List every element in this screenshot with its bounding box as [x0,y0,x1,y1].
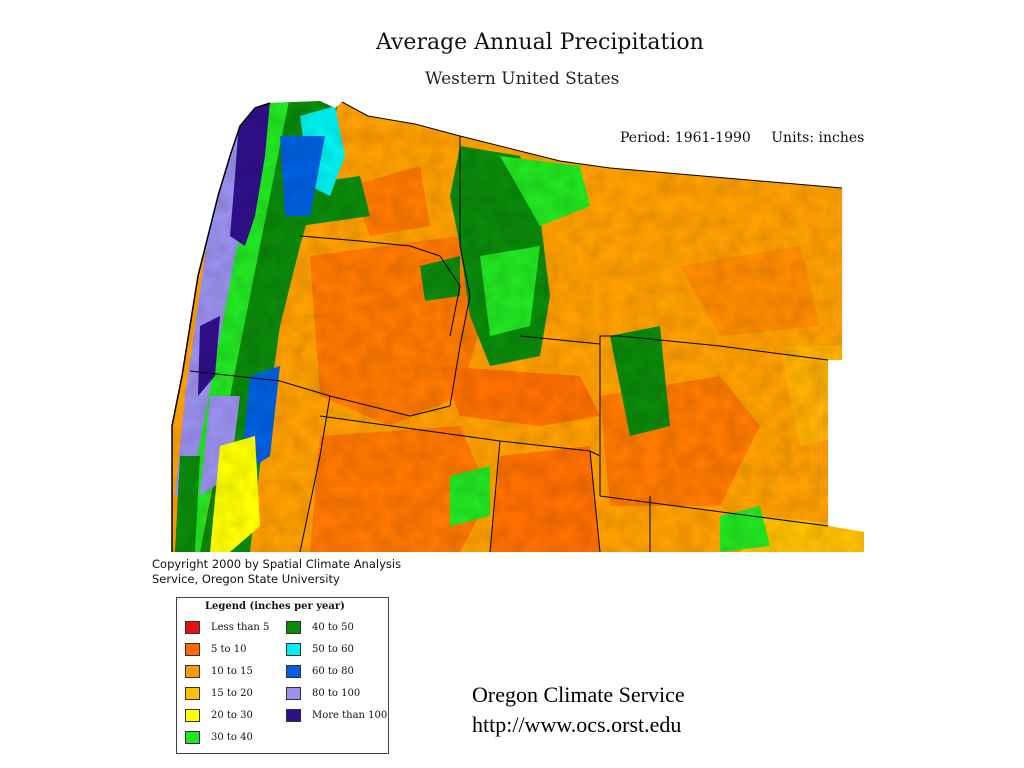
legend-item: More than 100 [286,709,387,722]
legend-label: 40 to 50 [312,622,354,633]
copyright-line-1: Copyright 2000 by Spatial Climate Analys… [152,557,402,571]
legend-label: 80 to 100 [312,688,361,699]
period-label: Period: 1961-1990 [620,130,751,146]
legend-label: 60 to 80 [312,666,354,677]
legend-label: 30 to 40 [211,732,253,743]
legend-swatch [185,687,200,700]
map-subtitle: Western United States [425,69,620,89]
precipitation-map [171,101,864,552]
credit-name: Oregon Climate Service [472,682,685,707]
legend-item: 5 to 10 [185,643,246,656]
copyright-line-2: Service, Oregon State University [152,572,340,586]
legend-item: Less than 5 [185,621,269,634]
coastline [171,102,271,552]
precipitation-zones [172,101,864,552]
legend-label: 20 to 30 [211,710,253,721]
legend-item: 15 to 20 [185,687,253,700]
legend-swatch [185,731,200,744]
legend-swatch [286,643,301,656]
period-units-label: Period: 1961-1990 Units: inches [620,130,864,146]
legend-swatch [185,643,200,656]
legend-item: 60 to 80 [286,665,354,678]
legend-label: More than 100 [312,710,388,721]
legend-item: 80 to 100 [286,687,360,700]
legend-label: Less than 5 [211,622,270,633]
legend-swatch [185,621,200,634]
copyright-notice: Copyright 2000 by Spatial Climate Analys… [152,557,401,587]
legend-label: 15 to 20 [211,688,253,699]
legend: Legend (inches per year) Less than 5 5 to… [176,597,389,754]
legend-label: 50 to 60 [312,644,354,655]
legend-swatch [286,665,301,678]
legend-label: 5 to 10 [211,644,247,655]
legend-swatch [185,709,200,722]
legend-item: 20 to 30 [185,709,253,722]
legend-item: 40 to 50 [286,621,354,634]
legend-item: 50 to 60 [286,643,354,656]
legend-item: 30 to 40 [185,731,253,744]
legend-label: 10 to 15 [211,666,253,677]
units-label: Units: inches [771,130,865,146]
legend-item: 10 to 15 [185,665,253,678]
legend-swatch [185,665,200,678]
legend-swatch [286,687,301,700]
legend-swatch [286,621,301,634]
state-borders [189,136,829,552]
legend-swatch [286,709,301,722]
credit-url[interactable]: http://www.ocs.orst.edu [472,712,682,737]
map-title: Average Annual Precipitation [376,30,704,55]
credit-block: Oregon Climate Service http://www.ocs.or… [472,680,685,740]
legend-title: Legend (inches per year) [205,601,345,612]
